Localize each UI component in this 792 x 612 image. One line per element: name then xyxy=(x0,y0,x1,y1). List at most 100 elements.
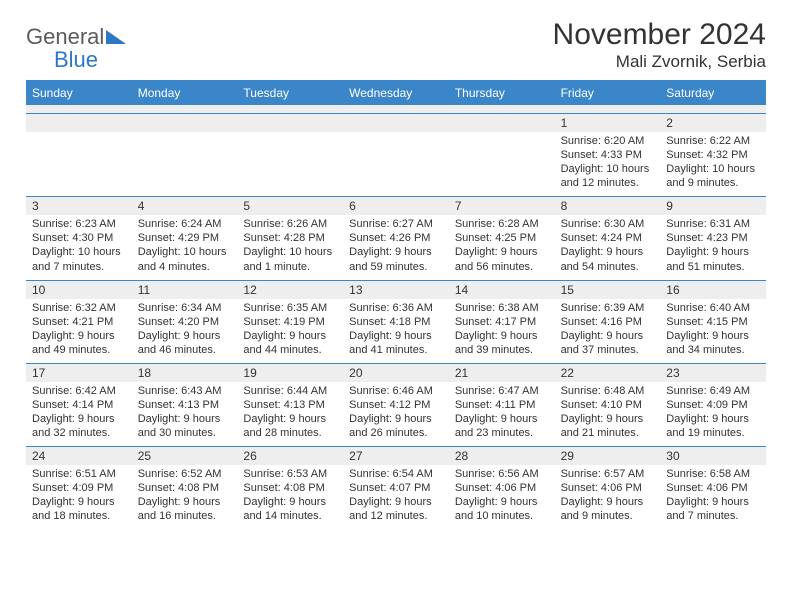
sunrise-text: Sunrise: 6:28 AM xyxy=(455,217,549,231)
day-number: 2 xyxy=(660,114,766,132)
calendar-day-cell: 20Sunrise: 6:46 AMSunset: 4:12 PMDayligh… xyxy=(343,364,449,446)
day-number: 23 xyxy=(660,364,766,382)
logo-text-blue: Blue xyxy=(26,47,98,72)
sunrise-text: Sunrise: 6:58 AM xyxy=(666,467,760,481)
day-info: Sunrise: 6:47 AMSunset: 4:11 PMDaylight:… xyxy=(449,382,555,440)
day-number: 27 xyxy=(343,447,449,465)
daylight-text: Daylight: 9 hours and 54 minutes. xyxy=(561,245,655,273)
day-number: 16 xyxy=(660,281,766,299)
sunrise-text: Sunrise: 6:22 AM xyxy=(666,134,760,148)
day-info: Sunrise: 6:38 AMSunset: 4:17 PMDaylight:… xyxy=(449,299,555,357)
day-info: Sunrise: 6:46 AMSunset: 4:12 PMDaylight:… xyxy=(343,382,449,440)
day-info: Sunrise: 6:39 AMSunset: 4:16 PMDaylight:… xyxy=(555,299,661,357)
day-info: Sunrise: 6:24 AMSunset: 4:29 PMDaylight:… xyxy=(132,215,238,273)
sunset-text: Sunset: 4:26 PM xyxy=(349,231,443,245)
day-info: Sunrise: 6:52 AMSunset: 4:08 PMDaylight:… xyxy=(132,465,238,523)
sunrise-text: Sunrise: 6:51 AM xyxy=(32,467,126,481)
calendar-day-cell: 15Sunrise: 6:39 AMSunset: 4:16 PMDayligh… xyxy=(555,281,661,363)
day-info: Sunrise: 6:36 AMSunset: 4:18 PMDaylight:… xyxy=(343,299,449,357)
calendar-day-cell: 30Sunrise: 6:58 AMSunset: 4:06 PMDayligh… xyxy=(660,447,766,529)
day-info: Sunrise: 6:42 AMSunset: 4:14 PMDaylight:… xyxy=(26,382,132,440)
sunrise-text: Sunrise: 6:47 AM xyxy=(455,384,549,398)
daylight-text: Daylight: 9 hours and 19 minutes. xyxy=(666,412,760,440)
calendar-day-cell: 17Sunrise: 6:42 AMSunset: 4:14 PMDayligh… xyxy=(26,364,132,446)
calendar-week-row: 1Sunrise: 6:20 AMSunset: 4:33 PMDaylight… xyxy=(26,113,766,196)
daylight-text: Daylight: 9 hours and 16 minutes. xyxy=(138,495,232,523)
sunset-text: Sunset: 4:13 PM xyxy=(138,398,232,412)
sunrise-text: Sunrise: 6:27 AM xyxy=(349,217,443,231)
daylight-text: Daylight: 10 hours and 4 minutes. xyxy=(138,245,232,273)
sunrise-text: Sunrise: 6:20 AM xyxy=(561,134,655,148)
sunrise-text: Sunrise: 6:23 AM xyxy=(32,217,126,231)
daylight-text: Daylight: 9 hours and 56 minutes. xyxy=(455,245,549,273)
daylight-text: Daylight: 9 hours and 9 minutes. xyxy=(561,495,655,523)
calendar-day-cell: 27Sunrise: 6:54 AMSunset: 4:07 PMDayligh… xyxy=(343,447,449,529)
calendar-blank-cell xyxy=(26,114,132,196)
sunset-text: Sunset: 4:23 PM xyxy=(666,231,760,245)
sunset-text: Sunset: 4:17 PM xyxy=(455,315,549,329)
day-number: 8 xyxy=(555,197,661,215)
month-title: November 2024 xyxy=(553,18,766,52)
daylight-text: Daylight: 9 hours and 18 minutes. xyxy=(32,495,126,523)
calendar-day-cell: 16Sunrise: 6:40 AMSunset: 4:15 PMDayligh… xyxy=(660,281,766,363)
daylight-text: Daylight: 9 hours and 21 minutes. xyxy=(561,412,655,440)
calendar-week-row: 10Sunrise: 6:32 AMSunset: 4:21 PMDayligh… xyxy=(26,280,766,363)
sunset-text: Sunset: 4:24 PM xyxy=(561,231,655,245)
sunrise-text: Sunrise: 6:40 AM xyxy=(666,301,760,315)
sunset-text: Sunset: 4:28 PM xyxy=(243,231,337,245)
sunset-text: Sunset: 4:30 PM xyxy=(32,231,126,245)
day-info: Sunrise: 6:34 AMSunset: 4:20 PMDaylight:… xyxy=(132,299,238,357)
calendar-day-cell: 11Sunrise: 6:34 AMSunset: 4:20 PMDayligh… xyxy=(132,281,238,363)
daylight-text: Daylight: 10 hours and 1 minute. xyxy=(243,245,337,273)
calendar-day-cell: 21Sunrise: 6:47 AMSunset: 4:11 PMDayligh… xyxy=(449,364,555,446)
sunrise-text: Sunrise: 6:38 AM xyxy=(455,301,549,315)
sunrise-text: Sunrise: 6:49 AM xyxy=(666,384,760,398)
weekday-header: Friday xyxy=(555,82,661,105)
sunrise-text: Sunrise: 6:53 AM xyxy=(243,467,337,481)
day-number: 28 xyxy=(449,447,555,465)
calendar-day-cell: 25Sunrise: 6:52 AMSunset: 4:08 PMDayligh… xyxy=(132,447,238,529)
day-number: 13 xyxy=(343,281,449,299)
day-number: 1 xyxy=(555,114,661,132)
sunset-text: Sunset: 4:11 PM xyxy=(455,398,549,412)
day-number: 29 xyxy=(555,447,661,465)
sunrise-text: Sunrise: 6:46 AM xyxy=(349,384,443,398)
calendar-day-cell: 7Sunrise: 6:28 AMSunset: 4:25 PMDaylight… xyxy=(449,197,555,279)
weekday-header: Thursday xyxy=(449,82,555,105)
day-info: Sunrise: 6:28 AMSunset: 4:25 PMDaylight:… xyxy=(449,215,555,273)
sunrise-text: Sunrise: 6:39 AM xyxy=(561,301,655,315)
daylight-text: Daylight: 9 hours and 51 minutes. xyxy=(666,245,760,273)
daylight-text: Daylight: 9 hours and 41 minutes. xyxy=(349,329,443,357)
day-number: 21 xyxy=(449,364,555,382)
calendar-day-cell: 23Sunrise: 6:49 AMSunset: 4:09 PMDayligh… xyxy=(660,364,766,446)
sunrise-text: Sunrise: 6:30 AM xyxy=(561,217,655,231)
calendar-week-row: 17Sunrise: 6:42 AMSunset: 4:14 PMDayligh… xyxy=(26,363,766,446)
sunset-text: Sunset: 4:07 PM xyxy=(349,481,443,495)
calendar-day-cell: 4Sunrise: 6:24 AMSunset: 4:29 PMDaylight… xyxy=(132,197,238,279)
day-info: Sunrise: 6:22 AMSunset: 4:32 PMDaylight:… xyxy=(660,132,766,190)
weekday-header: Tuesday xyxy=(237,82,343,105)
sunset-text: Sunset: 4:08 PM xyxy=(138,481,232,495)
daylight-text: Daylight: 9 hours and 26 minutes. xyxy=(349,412,443,440)
day-number: 20 xyxy=(343,364,449,382)
sunset-text: Sunset: 4:12 PM xyxy=(349,398,443,412)
calendar-blank-cell xyxy=(343,114,449,196)
sunset-text: Sunset: 4:21 PM xyxy=(32,315,126,329)
daylight-text: Daylight: 9 hours and 28 minutes. xyxy=(243,412,337,440)
weekday-header: Wednesday xyxy=(343,82,449,105)
sunrise-text: Sunrise: 6:52 AM xyxy=(138,467,232,481)
calendar-blank-cell xyxy=(237,114,343,196)
day-number: 9 xyxy=(660,197,766,215)
calendar-day-cell: 12Sunrise: 6:35 AMSunset: 4:19 PMDayligh… xyxy=(237,281,343,363)
daylight-text: Daylight: 9 hours and 14 minutes. xyxy=(243,495,337,523)
logo: General Blue xyxy=(26,18,126,72)
calendar-day-cell: 3Sunrise: 6:23 AMSunset: 4:30 PMDaylight… xyxy=(26,197,132,279)
sunset-text: Sunset: 4:06 PM xyxy=(666,481,760,495)
sunrise-text: Sunrise: 6:36 AM xyxy=(349,301,443,315)
day-number: 17 xyxy=(26,364,132,382)
location: Mali Zvornik, Serbia xyxy=(553,52,766,72)
calendar-day-cell: 22Sunrise: 6:48 AMSunset: 4:10 PMDayligh… xyxy=(555,364,661,446)
day-info: Sunrise: 6:57 AMSunset: 4:06 PMDaylight:… xyxy=(555,465,661,523)
daylight-text: Daylight: 10 hours and 12 minutes. xyxy=(561,162,655,190)
weekday-header-row: Sunday Monday Tuesday Wednesday Thursday… xyxy=(26,82,766,105)
